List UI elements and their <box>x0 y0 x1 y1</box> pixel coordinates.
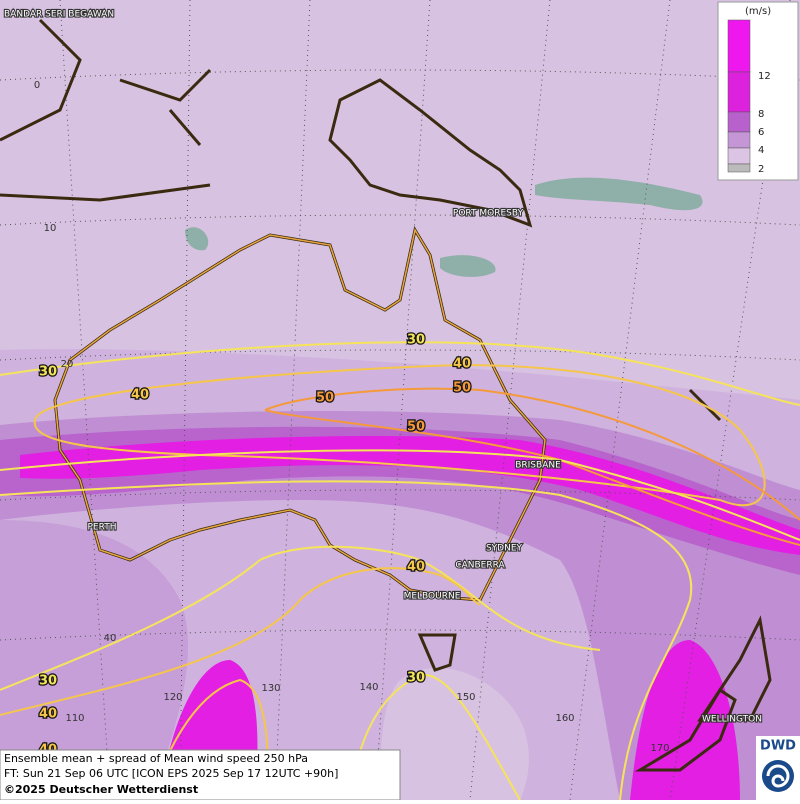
contour-label: 30 <box>39 674 57 689</box>
contour-label: 30 <box>39 365 57 380</box>
lon-label: 160 <box>555 713 574 724</box>
legend-level: 6 <box>758 127 764 138</box>
footer-box <box>0 749 401 801</box>
spread-mid <box>0 520 189 800</box>
contour-label: 40 <box>39 707 57 722</box>
city-label: BANDAR SERI BEGAWAN <box>4 10 114 20</box>
land-patch <box>440 255 496 277</box>
contour-label: 40 <box>131 388 149 403</box>
contour-label: 40 <box>453 357 471 372</box>
land-patch <box>185 227 209 251</box>
legend-swatch <box>727 19 751 73</box>
contour-label: 50 <box>453 381 471 396</box>
legend-swatch <box>727 71 751 113</box>
coastline-inner <box>54 227 546 601</box>
spread-max <box>20 435 800 555</box>
lon-label: 120 <box>163 692 182 703</box>
legend: (m/s) 12 8 6 4 2 <box>717 1 799 181</box>
legend-level: 8 <box>758 109 764 120</box>
lon-label: 110 <box>65 713 84 724</box>
lon-label: 150 <box>456 692 475 703</box>
contour-label: 40 <box>407 560 425 575</box>
spread-light <box>380 667 529 800</box>
logo-text: DWD <box>760 739 796 754</box>
city-label: BRISBANE <box>515 461 561 471</box>
footer-copyright: ©2025 Deutscher Wetterdienst <box>4 783 198 796</box>
legend-level: 2 <box>758 164 764 175</box>
city-label: PERTH <box>88 523 117 533</box>
land-patch <box>535 177 703 211</box>
contour-label: 50 <box>316 391 334 406</box>
city-label: PORT MORESBY <box>453 209 524 219</box>
contour-label: 30 <box>407 333 425 348</box>
logo-swirl <box>766 764 790 788</box>
city-label: SYDNEY <box>486 544 523 554</box>
lon-label: 140 <box>359 682 378 693</box>
legend-swatch <box>727 163 751 173</box>
legend-swatch <box>727 111 751 133</box>
lon-label: 170 <box>650 743 669 754</box>
legend-swatch <box>727 131 751 149</box>
legend-level: 12 <box>758 71 771 82</box>
legend-unit: (m/s) <box>745 6 771 17</box>
footer-title: Ensemble mean + spread of Mean wind spee… <box>4 752 308 765</box>
city-label: CANBERRA <box>455 561 505 571</box>
lat-label: 20 <box>61 359 74 370</box>
lat-label: 0 <box>34 80 40 91</box>
contour-label: 50 <box>407 420 425 435</box>
city-label: MELBOURNE <box>404 592 461 602</box>
legend-swatch <box>727 147 751 165</box>
footer-forecast: FT: Sun 21 Sep 06 UTC [ICON EPS 2025 Sep… <box>4 767 338 780</box>
legend-level: 4 <box>758 145 764 156</box>
lat-label: 40 <box>104 633 117 644</box>
contour-label: 30 <box>407 671 425 686</box>
lon-label: 130 <box>261 683 280 694</box>
city-label: WELLINGTON <box>702 715 762 725</box>
lat-label: 10 <box>44 223 57 234</box>
